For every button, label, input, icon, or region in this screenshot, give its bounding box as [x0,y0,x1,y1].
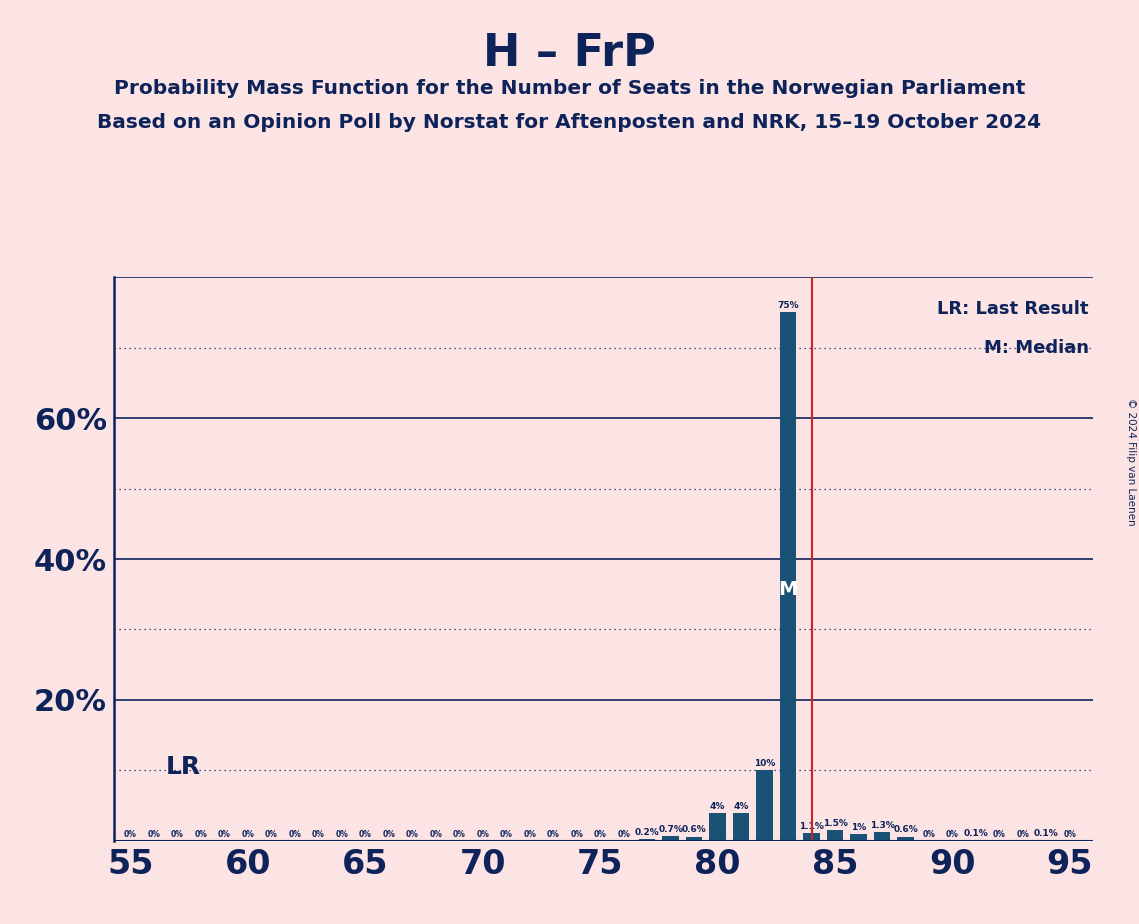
Text: © 2024 Filip van Laenen: © 2024 Filip van Laenen [1126,398,1136,526]
Bar [732,813,749,841]
Bar [851,833,867,841]
Text: 0%: 0% [617,830,630,839]
Text: 75%: 75% [777,301,798,310]
Text: 0%: 0% [241,830,254,839]
Text: 0%: 0% [195,830,207,839]
Bar [686,836,703,841]
Text: 0%: 0% [288,830,301,839]
Text: 10%: 10% [754,760,776,768]
Text: 0%: 0% [923,830,935,839]
Bar [874,832,891,841]
Text: 0%: 0% [265,830,278,839]
Text: 0%: 0% [500,830,513,839]
Text: 0%: 0% [476,830,489,839]
Text: 0.1%: 0.1% [1034,829,1059,838]
Text: 0.2%: 0.2% [634,828,659,837]
Text: 0%: 0% [383,830,395,839]
Bar [663,836,679,841]
Text: 0.7%: 0.7% [658,825,683,833]
Text: 0%: 0% [124,830,137,839]
Text: 0%: 0% [1064,830,1076,839]
Text: 0.6%: 0.6% [893,825,918,834]
Bar [827,831,843,841]
Text: 0%: 0% [218,830,231,839]
Text: 1.5%: 1.5% [822,820,847,828]
Text: 0.6%: 0.6% [682,825,706,834]
Text: 0%: 0% [312,830,325,839]
Text: H – FrP: H – FrP [483,32,656,76]
Text: 0%: 0% [523,830,536,839]
Text: 1.3%: 1.3% [869,821,894,830]
Text: 0%: 0% [571,830,583,839]
Text: 0%: 0% [405,830,419,839]
Text: 0%: 0% [947,830,959,839]
Text: M: M [778,580,797,599]
Text: 1.1%: 1.1% [800,822,823,831]
Bar [803,833,820,841]
Text: 0%: 0% [593,830,607,839]
Text: 0%: 0% [171,830,183,839]
Text: 0%: 0% [993,830,1006,839]
Text: 0%: 0% [147,830,161,839]
Text: 0%: 0% [429,830,442,839]
Bar [756,771,772,841]
Text: 0%: 0% [1016,830,1030,839]
Text: 4%: 4% [710,801,726,810]
Bar [639,839,655,841]
Text: 4%: 4% [734,801,748,810]
Text: 1%: 1% [851,822,866,832]
Text: LR: LR [165,755,200,779]
Text: M: Median: M: Median [984,339,1089,358]
Bar [898,836,913,841]
Text: 0%: 0% [453,830,466,839]
Bar [710,813,726,841]
Text: 0.1%: 0.1% [964,829,989,838]
Text: 0%: 0% [335,830,349,839]
Text: Probability Mass Function for the Number of Seats in the Norwegian Parliament: Probability Mass Function for the Number… [114,79,1025,98]
Bar [780,312,796,841]
Text: Based on an Opinion Poll by Norstat for Aftenposten and NRK, 15–19 October 2024: Based on an Opinion Poll by Norstat for … [98,113,1041,132]
Text: LR: Last Result: LR: Last Result [937,299,1089,318]
Text: 0%: 0% [359,830,371,839]
Text: 0%: 0% [547,830,559,839]
